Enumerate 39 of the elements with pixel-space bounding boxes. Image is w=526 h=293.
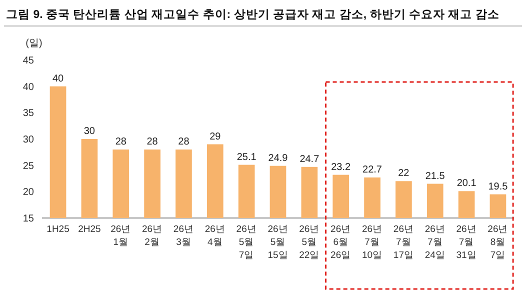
data-label: 40 [52,73,64,84]
x-tick-label: 2H25 [78,224,101,235]
data-label: 19.5 [488,181,508,192]
data-label: 23.2 [331,162,352,173]
data-label: 28 [115,136,127,148]
data-label: 28 [178,136,190,148]
data-label: 20.1 [456,178,477,190]
data-label: 22 [398,168,410,180]
x-tick-label: 26년 5월 22일 [299,224,320,261]
x-tick-label: 26년 7월 31일 [456,224,477,261]
data-label: 30 [84,126,96,137]
x-tick-label: 26년 6월 26일 [330,224,352,261]
y-axis-title: (일) [26,38,42,49]
data-label: 29 [210,131,222,142]
data-label: 25.1 [236,152,257,163]
y-tick-label: 20 [22,187,34,198]
y-tick-label: 45 [22,56,34,66]
x-tick-label: 26년 7월 24일 [424,224,446,261]
x-tick-label: 26년 8월 7일 [488,224,508,261]
x-tick-label: 26년 4월 [204,224,226,248]
y-tick-label: 25 [22,160,34,172]
y-tick-label: 35 [22,108,34,120]
chart-title: 그림 9. 중국 탄산리튬 산업 재고일수 추이: 상반기 공급자 재고 감소, 하반기 수요자 재고 감소 [6,8,500,21]
x-tick-label: 26년 7월 10일 [362,224,383,261]
data-label: 24.7 [300,154,320,165]
y-tick-label: 30 [22,134,34,146]
x-tick-label: 26년 5월 7일 [236,224,257,261]
x-tick-label: 26년 7월 17일 [393,224,414,261]
x-tick-label: 1H25 [46,224,70,235]
data-label: 24.9 [268,152,288,164]
data-label: 22.7 [362,164,382,176]
x-tick-label: 26년 2월 [142,224,163,248]
y-tick-label: 15 [22,214,34,224]
x-tick-label: 26년 3월 [173,224,194,248]
x-tick-label: 26년 5월 15일 [268,224,288,261]
y-tick-label: 40 [22,82,34,93]
x-tick-label: 26년 1월 [110,224,132,248]
data-label: 21.5 [425,170,446,182]
data-label: 28 [146,136,158,148]
